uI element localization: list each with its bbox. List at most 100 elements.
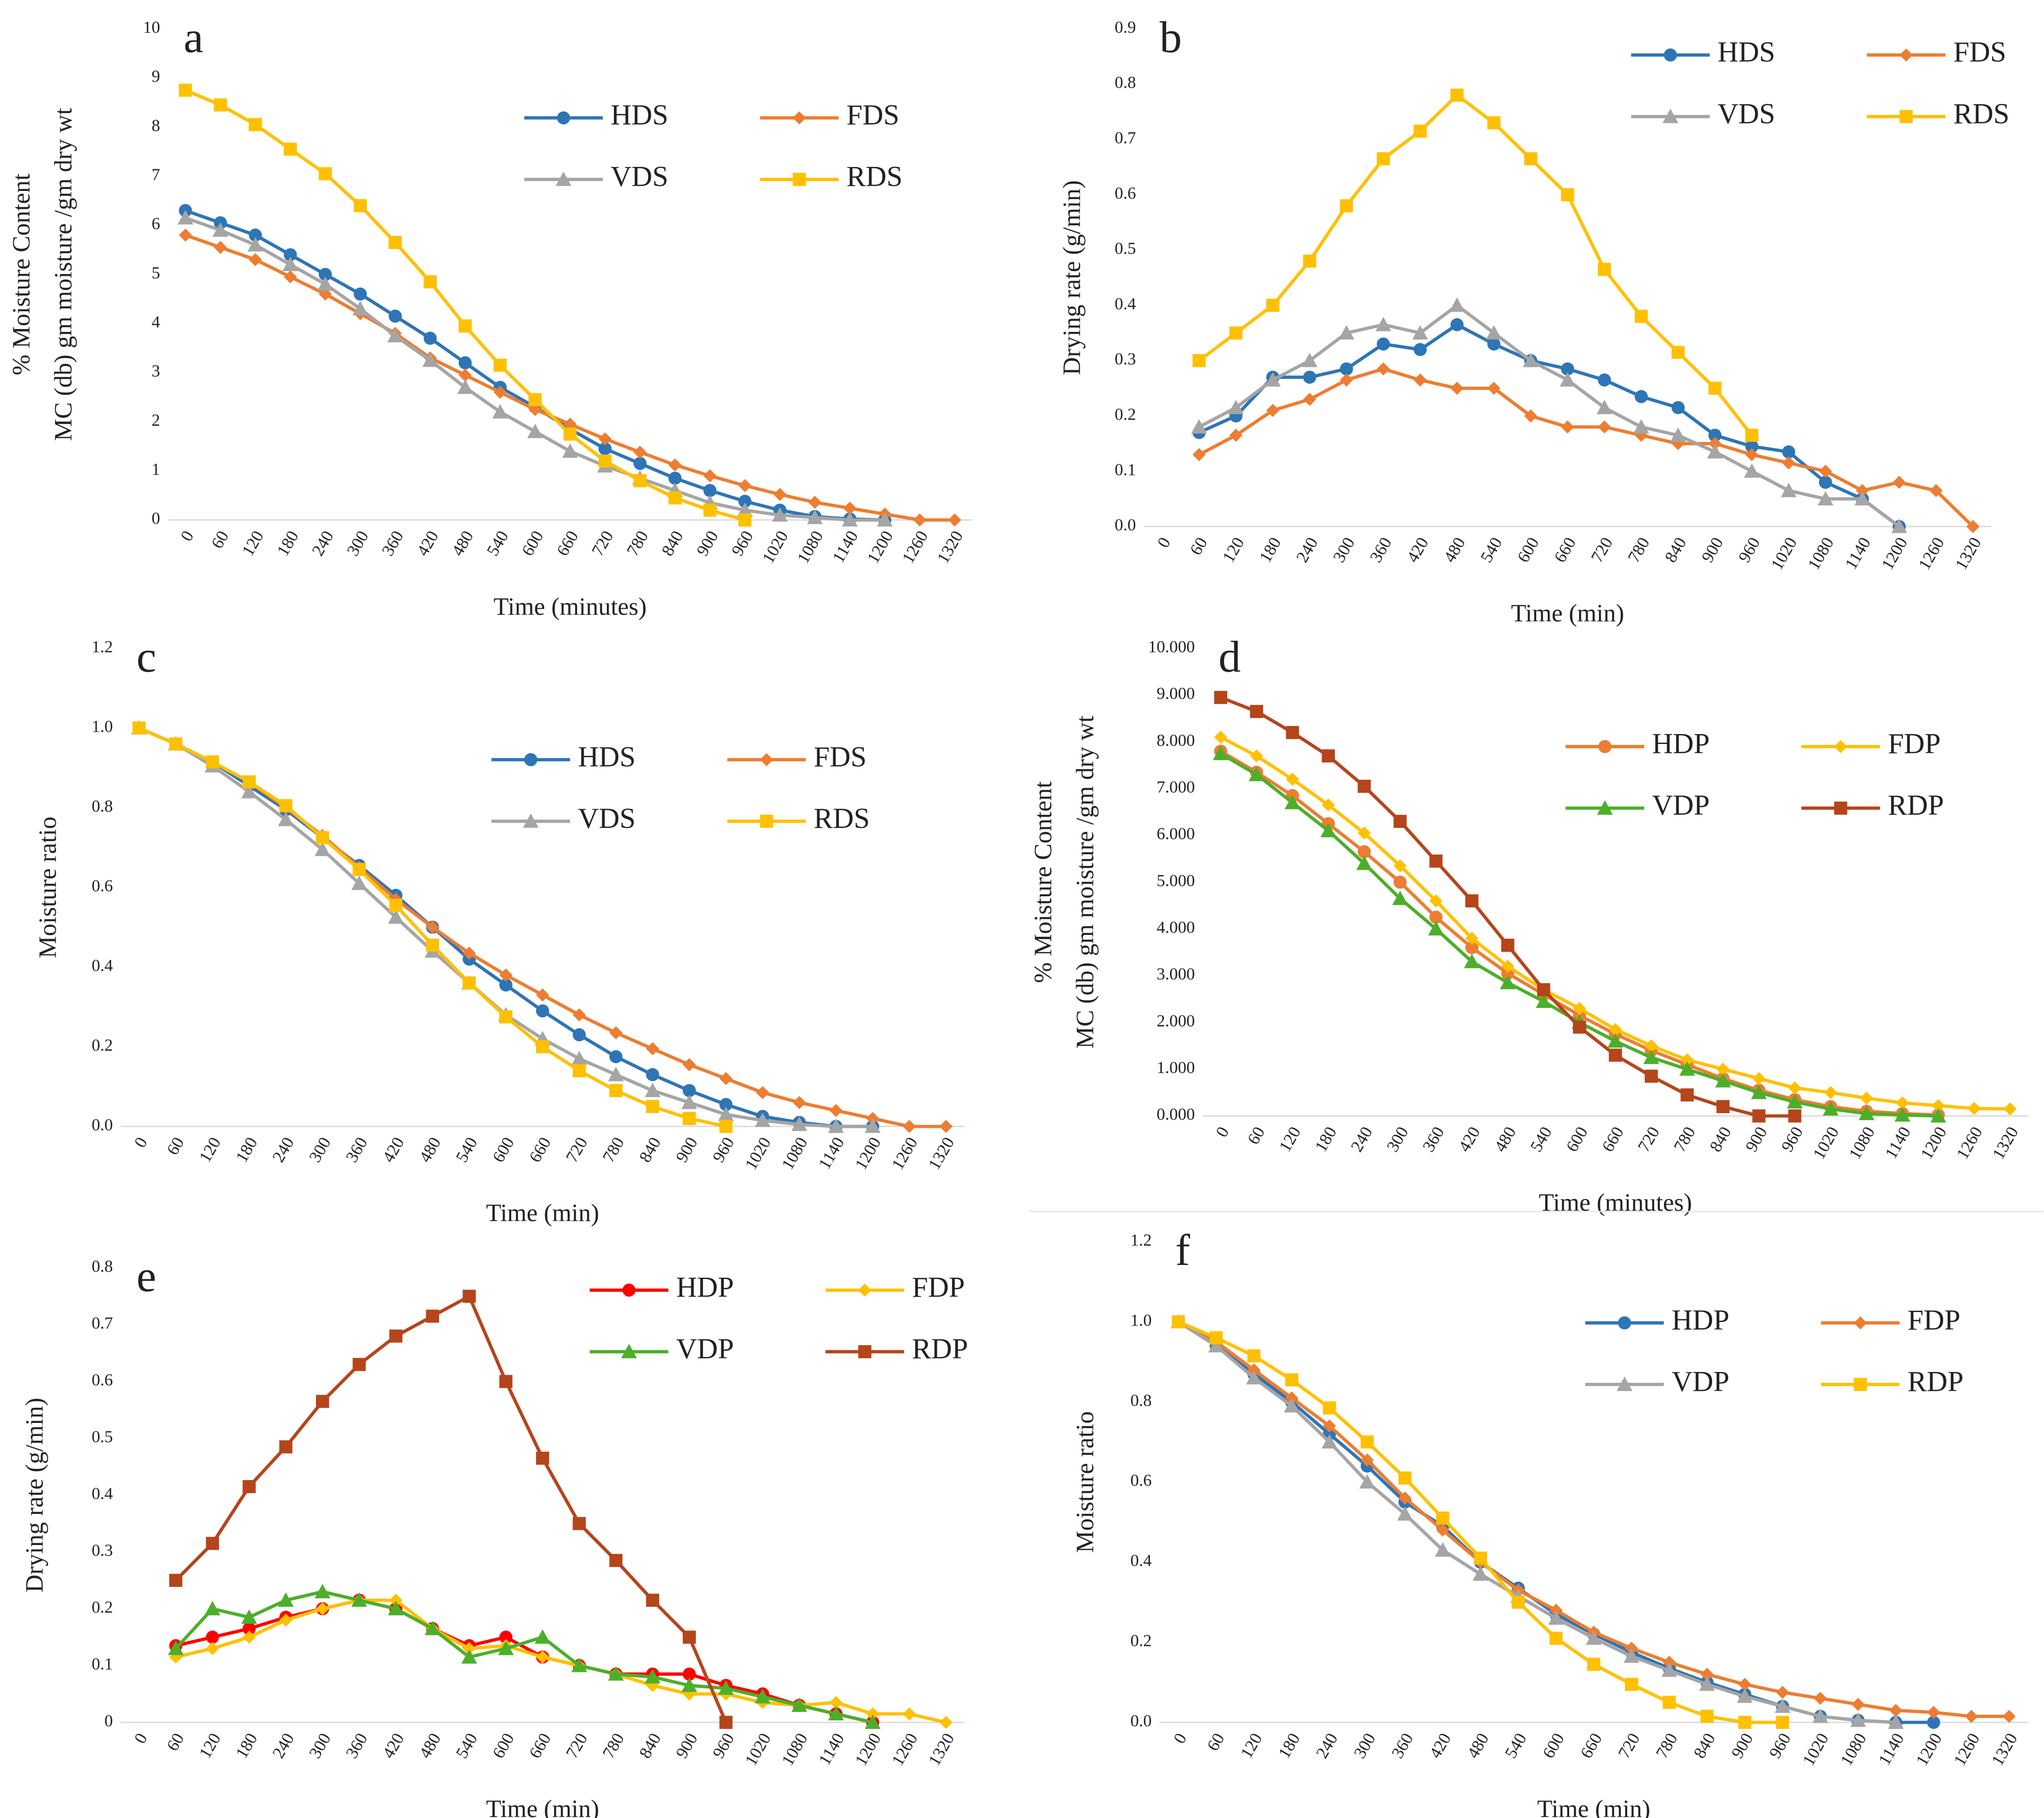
x-tick-label: 540	[1526, 1124, 1556, 1155]
y-tick-label: 1.2	[91, 637, 113, 656]
marker	[1774, 1698, 1791, 1713]
x-tick-label: 240	[308, 528, 337, 559]
marker	[319, 268, 332, 281]
marker	[389, 1329, 403, 1343]
x-tick-label: 540	[483, 528, 512, 559]
y-tick-label: 0.7	[1115, 128, 1136, 147]
x-tick-label: 120	[238, 528, 267, 559]
x-tick-label: 1020	[741, 1134, 775, 1173]
x-tick-label: 600	[488, 1134, 518, 1165]
marker	[279, 799, 293, 812]
marker	[1191, 419, 1207, 434]
marker	[1645, 1039, 1658, 1053]
marker	[1428, 921, 1444, 936]
marker	[1301, 353, 1318, 367]
x-tick-label: 480	[448, 528, 477, 559]
marker	[1625, 1642, 1639, 1655]
marker	[426, 938, 439, 952]
marker	[1303, 254, 1316, 268]
y-tick-label: 0.7	[91, 1314, 113, 1332]
legend-marker	[793, 173, 806, 186]
x-tick-label: 1080	[1845, 1124, 1878, 1163]
x-tick-label: 480	[415, 1134, 445, 1165]
legend-label: HDS	[1718, 37, 1775, 68]
marker	[351, 1592, 367, 1607]
marker	[1625, 1678, 1639, 1691]
legend-marker	[622, 1283, 636, 1297]
y-tick-label: 8	[151, 116, 160, 135]
legend-marker	[1834, 740, 1847, 753]
x-tick-label: 780	[599, 1134, 628, 1165]
marker	[1609, 1049, 1622, 1062]
legend-label: RDP	[1888, 790, 1944, 821]
marker	[179, 228, 192, 242]
marker	[536, 988, 549, 1002]
x-tick-label: 1020	[758, 528, 792, 567]
legend-label: VDS	[1718, 98, 1775, 130]
legend-label: RDP	[1907, 1366, 1963, 1397]
x-tick-label: 600	[1539, 1730, 1568, 1761]
marker	[1708, 429, 1722, 442]
x-tick-label: 840	[636, 1730, 665, 1761]
marker	[1549, 1603, 1563, 1617]
marker	[1393, 876, 1407, 889]
marker	[1707, 444, 1723, 459]
marker	[206, 755, 219, 769]
x-tick-label: 960	[1765, 1730, 1795, 1761]
marker	[1360, 1453, 1374, 1467]
y-tick-label: 0.1	[1115, 460, 1136, 479]
panel-label: d	[1218, 633, 1241, 682]
y-tick-label: 0.6	[91, 876, 113, 895]
x-tick-label: 180	[1274, 1730, 1304, 1761]
marker	[754, 1112, 771, 1127]
x-tick-label: 1320	[933, 528, 967, 567]
x-axis-title: Time (min)	[1511, 600, 1624, 627]
marker	[609, 1050, 623, 1064]
legend-marker	[1899, 110, 1913, 124]
marker	[719, 1098, 733, 1111]
x-tick-label: 180	[232, 1134, 261, 1165]
x-tick-label: 840	[658, 528, 687, 559]
marker	[829, 1104, 843, 1117]
marker	[1776, 1716, 1789, 1729]
marker	[422, 352, 439, 367]
marker	[1738, 1716, 1752, 1729]
marker	[1633, 419, 1649, 434]
x-tick-label: 60	[163, 1134, 188, 1158]
x-tick-label: 1260	[888, 1730, 921, 1769]
y-tick-label: 7	[151, 165, 160, 184]
marker	[1285, 1373, 1299, 1387]
marker	[1812, 1708, 1829, 1723]
x-tick-label: 540	[1501, 1730, 1530, 1761]
series-line	[174, 1590, 873, 1724]
y-tick-label: 0.8	[91, 1256, 113, 1275]
marker	[1699, 1676, 1715, 1691]
marker	[1597, 373, 1611, 387]
marker	[1323, 1419, 1336, 1433]
marker	[426, 1309, 439, 1323]
x-tick-label: 1140	[815, 1730, 848, 1768]
y-tick-label: 0.6	[1115, 183, 1136, 202]
x-tick-label: 780	[1652, 1730, 1681, 1761]
marker	[319, 167, 332, 181]
x-tick-label: 900	[672, 1134, 701, 1165]
marker	[1715, 1073, 1731, 1088]
marker	[279, 1440, 293, 1454]
marker	[1572, 1020, 1586, 1034]
marker	[609, 1026, 623, 1040]
marker	[389, 309, 402, 323]
marker	[1572, 1001, 1586, 1015]
series-line	[175, 1598, 947, 1724]
series-line	[185, 233, 955, 522]
marker	[1357, 845, 1371, 859]
series-line	[1198, 304, 1900, 528]
marker	[1680, 1088, 1694, 1102]
marker	[2003, 1710, 2016, 1723]
x-tick-label: 0	[1212, 1124, 1233, 1140]
legend-label: FDP	[1888, 728, 1941, 760]
legend-marker	[1899, 48, 1913, 62]
marker	[1192, 354, 1206, 367]
x-tick-label: 360	[1388, 1730, 1417, 1761]
marker	[1465, 894, 1479, 908]
x-tick-label: 1140	[815, 1134, 848, 1172]
